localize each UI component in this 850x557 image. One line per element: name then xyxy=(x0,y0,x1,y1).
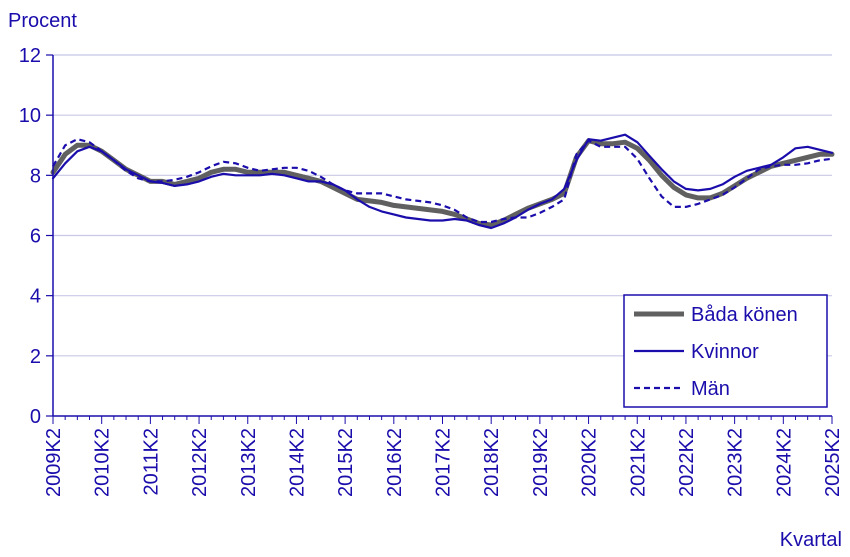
legend-label-1: Båda könen xyxy=(691,304,798,326)
x-tick-label-2016K2: 2016K2 xyxy=(384,428,406,497)
x-axis-ticks: 2009K2 2010K2 2011K2 2012K2 2013K2 2014K2 2015… xyxy=(43,416,844,497)
y-tick-label-6: 6 xyxy=(30,226,41,248)
x-tick-label-2015K2: 2015K2 xyxy=(335,428,357,497)
y-tick-label-4: 4 xyxy=(30,286,41,308)
x-tick-label-2009K2: 2009K2 xyxy=(43,428,65,497)
y-tick-label-0: 0 xyxy=(30,406,41,428)
series-line-1 xyxy=(50,138,835,228)
x-tick-label-2011K2: 2011K2 xyxy=(140,428,162,495)
legend-label-2: Kvinnor xyxy=(691,341,759,363)
x-tick-label-2025K2: 2025K2 xyxy=(822,428,844,497)
x-axis-title: Kvartal xyxy=(780,529,842,551)
x-tick-label-2014K2: 2014K2 xyxy=(286,428,308,497)
series-line-2 xyxy=(51,133,834,230)
y-axis-ticks: 0 2 4 6 8 10 12 xyxy=(19,45,53,428)
y-axis-title: Procent xyxy=(8,10,77,32)
x-tick-label-2021K2: 2021K2 xyxy=(627,428,649,497)
x-tick-label-2017K2: 2017K2 xyxy=(433,428,455,497)
series-lines xyxy=(50,133,835,230)
y-tick-label-10: 10 xyxy=(19,105,41,127)
y-tick-label-2: 2 xyxy=(30,346,41,368)
x-tick-label-2013K2: 2013K2 xyxy=(238,428,260,497)
y-tick-label-12: 12 xyxy=(19,45,41,67)
x-tick-label-2022K2: 2022K2 xyxy=(676,428,698,497)
legend: Båda könen Kvinnor Män xyxy=(623,294,828,408)
x-tick-label-2010K2: 2010K2 xyxy=(92,428,114,497)
x-tick-label-2023K2: 2023K2 xyxy=(725,428,747,497)
x-tick-label-2018K2: 2018K2 xyxy=(481,428,503,497)
x-tick-label-2019K2: 2019K2 xyxy=(530,428,552,497)
x-tick-label-2024K2: 2024K2 xyxy=(773,428,795,497)
x-tick-label-2012K2: 2012K2 xyxy=(189,428,211,497)
legend-label-3: Män xyxy=(691,378,730,400)
y-tick-label-8: 8 xyxy=(30,165,41,187)
x-tick-label-2020K2: 2020K2 xyxy=(579,428,601,497)
